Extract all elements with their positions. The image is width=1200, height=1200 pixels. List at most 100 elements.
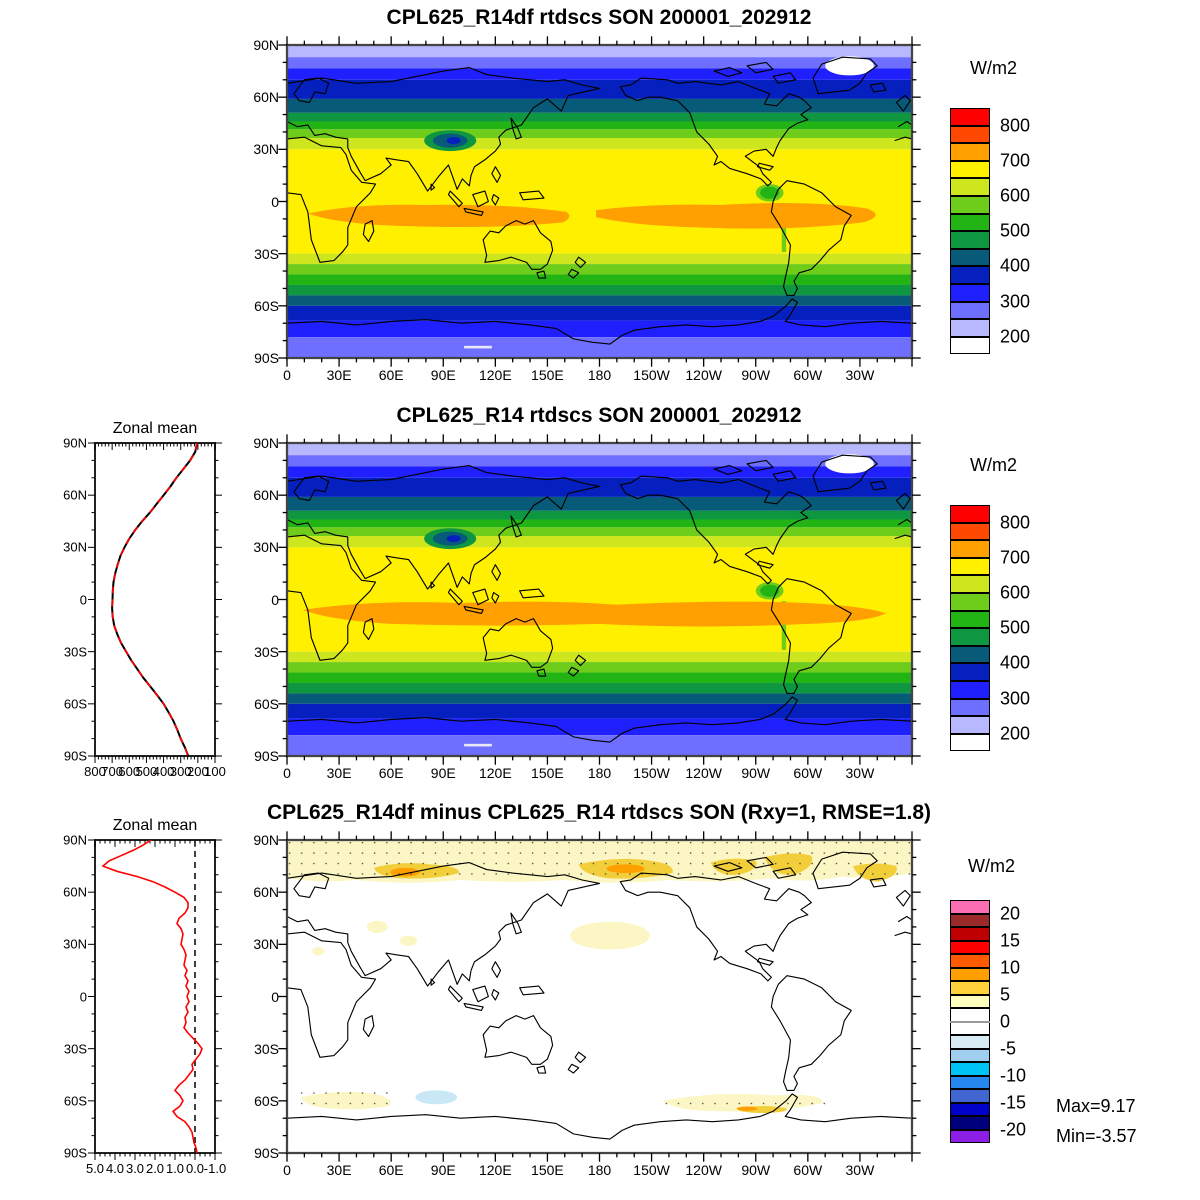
lon-tick-label: 90E: [430, 1162, 456, 1178]
colorbar-box: [950, 319, 990, 337]
lon-tick-label: 90W: [741, 367, 771, 383]
colorbar-box: [950, 994, 990, 1008]
zonal-x-tick-label: 0.0: [185, 1161, 205, 1176]
colorbar-tick-label: -15: [1000, 1092, 1027, 1112]
colorbar-box: [950, 575, 990, 593]
middle-zonal-plot: [88, 442, 222, 763]
max-label: Max=9.17: [1056, 1096, 1136, 1116]
middle-zonal-title: Zonal mean: [112, 420, 198, 437]
lon-tick-label: 30E: [326, 367, 352, 383]
lat-tick-label: 30N: [253, 936, 279, 953]
lon-tick-label: 60W: [793, 367, 823, 383]
zonal-lat-tick-label: 90N: [63, 832, 87, 848]
middle-colorbar-units: W/m2: [970, 455, 1017, 475]
lon-tick-label: 90E: [430, 367, 456, 383]
zonal-lat-tick-label: 0: [79, 592, 87, 607]
colorbar-tick-label: 700: [1000, 547, 1031, 568]
middle-map-orange-band: [302, 601, 886, 627]
zonal-lat-tick-label: 90S: [63, 748, 87, 764]
zonal-lat-tick-label: 60N: [63, 487, 87, 503]
stipple-arctic: [287, 840, 912, 880]
colorbar-box: [950, 913, 990, 927]
zonal-lat-tick-label: 30S: [63, 1041, 87, 1057]
zonal-x-tick-label: -1.0: [203, 1161, 227, 1176]
colorbar-tick-label: 0: [1000, 1011, 1011, 1031]
lon-tick-label: 150W: [633, 1162, 670, 1178]
map-ticks: [278, 434, 921, 765]
middle-map: [278, 434, 921, 765]
colorbar-tick-label: 5: [1000, 984, 1011, 1004]
zonal-lat-tick-label: 90S: [63, 1145, 87, 1161]
colorbar-box: [950, 645, 990, 664]
zonal-curve-r14: [111, 442, 198, 757]
zonal-x-tick-label: 200: [186, 764, 209, 779]
zonal-x-tick-label: 400: [152, 764, 175, 779]
colorbar-box: [950, 266, 990, 284]
min-label: Min=-3.57: [1056, 1126, 1137, 1146]
colorbar-box: [950, 610, 990, 629]
diff-negative-patch: [415, 1090, 458, 1105]
colorbar-box: [950, 900, 990, 914]
colorbar-box: [950, 1021, 990, 1035]
lon-tick-label: 0: [283, 1162, 291, 1178]
zonal-lat-tick-label: 30N: [63, 539, 87, 555]
lat-tick-label: 60N: [253, 89, 279, 106]
lon-tick-label: 30E: [326, 765, 352, 781]
middle-map-title: CPL625_R14 rtdscs SON 200001_202912: [396, 404, 802, 427]
lat-tick-label: 90N: [253, 435, 279, 451]
zonal-x-tick-label: 600: [118, 764, 141, 779]
colorbar-tick-label: 15: [1000, 930, 1021, 950]
map-ticks: [278, 36, 921, 367]
colorbar-box: [950, 248, 990, 267]
colorbar-box: [950, 213, 990, 232]
colorbar-tick-label: 800: [1000, 115, 1031, 136]
lon-tick-label: 90W: [741, 1162, 771, 1178]
colorbar-box: [950, 301, 990, 320]
colorbar-tick-label: 300: [1000, 688, 1031, 709]
map-ticks: [278, 831, 921, 1162]
lon-tick-label: 120E: [478, 1162, 512, 1178]
colorbar-tick-label: 500: [1000, 220, 1031, 241]
lat-tick-label: 90S: [254, 748, 279, 764]
colorbar-box: [950, 143, 990, 161]
lon-tick-label: 30W: [845, 367, 875, 383]
zonal-lat-tick-label: 0: [79, 989, 87, 1004]
colorbar-box: [950, 178, 990, 196]
lon-tick-label: 60W: [793, 765, 823, 781]
lat-tick-label: 30N: [253, 539, 279, 556]
colorbar-box: [950, 1062, 990, 1076]
lat-tick-label: 90S: [254, 1145, 279, 1161]
lon-tick-label: 60W: [793, 1162, 823, 1178]
colorbar-box: [950, 927, 990, 941]
colorbar-box: [950, 1102, 990, 1116]
lat-tick-label: 60N: [253, 487, 279, 504]
colorbar-box: [950, 231, 990, 249]
top-map-title: CPL625_R14df rtdscs SON 200001_202912: [386, 6, 812, 29]
zonal-x-tick-label: 800: [84, 764, 106, 779]
colorbar-tick-label: 500: [1000, 617, 1031, 638]
lat-tick-label: 30S: [254, 245, 279, 262]
colorbar-box: [950, 681, 990, 699]
zonal-lat-tick-label: 60S: [63, 696, 87, 712]
colorbar-tick-label: 200: [1000, 326, 1031, 347]
zonal-ticks: [88, 839, 222, 1160]
lat-tick-label: 0: [271, 193, 279, 210]
colorbar-box: [950, 540, 990, 558]
top-map: [278, 36, 921, 367]
colorbar-tick-label: 400: [1000, 652, 1031, 673]
lat-tick-label: 60S: [254, 695, 279, 712]
lon-tick-label: 120E: [478, 765, 512, 781]
colorbar-box: [950, 336, 990, 355]
bottom-zonal-title: Zonal mean: [112, 817, 198, 834]
zonal-x-tick-label: 5.0: [85, 1161, 105, 1176]
colorbar-tick-label: 800: [1000, 512, 1031, 533]
lon-tick-label: 0: [283, 765, 291, 781]
bottom-colorbar-units: W/m2: [968, 856, 1015, 876]
lon-tick-label: 120E: [478, 367, 512, 383]
colorbar-box: [950, 196, 990, 214]
colorbar-box: [950, 716, 990, 734]
diff-npacific-patch: [569, 921, 650, 950]
stipple-south-east: [662, 1093, 827, 1114]
zonal-x-tick-label: 700: [101, 764, 123, 779]
